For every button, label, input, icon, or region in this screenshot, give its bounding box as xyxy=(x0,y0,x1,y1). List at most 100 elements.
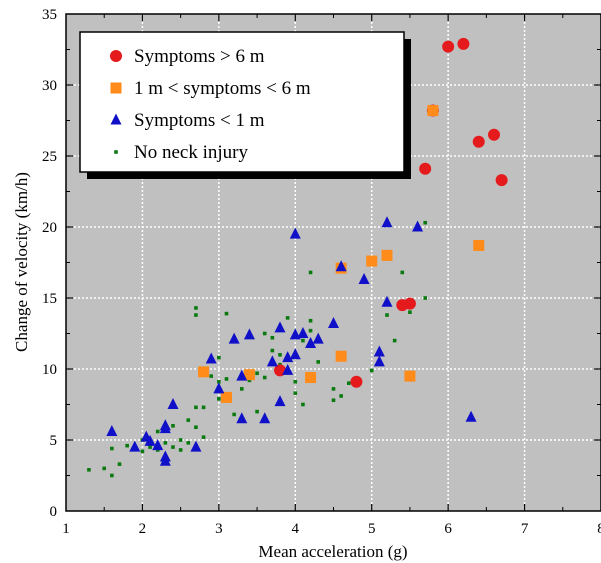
point-symptoms-1to6 xyxy=(381,249,393,261)
point-symptoms-1to6 xyxy=(305,372,317,384)
point-symptoms-lt1 xyxy=(305,336,317,348)
y-tick-label: 15 xyxy=(42,291,57,307)
legend-label-no-injury: No neck injury xyxy=(134,142,248,163)
legend-marker-no-injury xyxy=(114,150,118,154)
point-symptoms-lt1 xyxy=(381,295,393,307)
point-no-injury xyxy=(232,412,236,417)
point-symptoms-1to6 xyxy=(221,391,232,403)
legend-box xyxy=(79,31,405,173)
x-tick-label: 4 xyxy=(292,521,300,537)
plot-frame xyxy=(65,13,601,512)
point-symptoms-gt6 xyxy=(488,128,500,141)
point-symptoms-lt1 xyxy=(297,327,309,338)
point-no-injury xyxy=(385,313,389,317)
point-no-injury xyxy=(247,378,252,383)
point-no-injury xyxy=(400,270,405,275)
legend-label-symptoms-gt6: Symptoms > 6 m xyxy=(134,46,265,67)
point-no-injury xyxy=(346,381,351,385)
point-no-injury xyxy=(308,318,313,323)
point-no-injury xyxy=(278,353,282,357)
point-no-injury xyxy=(87,468,91,472)
point-no-injury xyxy=(171,445,175,449)
point-no-injury xyxy=(194,313,198,317)
point-no-injury xyxy=(423,296,428,300)
point-no-injury xyxy=(217,355,221,360)
point-symptoms-lt1 xyxy=(106,424,118,436)
x-tick-label: 3 xyxy=(215,521,223,537)
point-symptoms-lt1 xyxy=(282,363,294,375)
point-symptoms-1to6 xyxy=(243,369,255,381)
point-no-injury xyxy=(224,311,229,316)
y-tick-labels: 0 5 10 15 20 25 30 35 xyxy=(42,7,57,520)
legend-label-symptoms-1to6: 1 m < symptoms < 6 m xyxy=(134,78,311,99)
point-symptoms-lt1 xyxy=(152,439,164,451)
point-symptoms-1to6 xyxy=(198,366,210,378)
point-symptoms-lt1 xyxy=(289,227,301,239)
point-symptoms-lt1 xyxy=(236,412,248,424)
point-symptoms-lt1 xyxy=(412,220,424,232)
point-symptoms-lt1 xyxy=(328,317,339,329)
point-no-injury xyxy=(339,394,343,398)
point-no-injury xyxy=(392,338,397,343)
point-no-injury xyxy=(194,425,198,430)
point-no-injury xyxy=(178,438,183,442)
point-no-injury xyxy=(209,374,214,378)
legend: Symptoms > 6 m 1 m < symptoms < 6 m Symp… xyxy=(79,31,411,179)
point-symptoms-gt6 xyxy=(457,37,470,50)
legend-marker-symptoms-gt6 xyxy=(110,50,122,62)
x-tick-label: 2 xyxy=(139,521,147,537)
point-no-injury xyxy=(270,348,275,353)
point-symptoms-lt1 xyxy=(373,345,385,357)
point-no-injury xyxy=(408,310,412,314)
y-axis-title: Change of velocity (km/h) xyxy=(12,172,31,352)
point-no-injury xyxy=(316,360,321,364)
point-symptoms-lt1 xyxy=(167,398,179,409)
point-symptoms-lt1 xyxy=(228,332,240,344)
point-symptoms-lt1 xyxy=(259,412,271,424)
x-tick-label: 6 xyxy=(444,521,452,537)
point-no-injury xyxy=(155,429,160,434)
legend-marker-symptoms-1to6 xyxy=(110,82,122,94)
point-no-injury xyxy=(423,220,428,225)
point-no-injury xyxy=(217,397,221,401)
legend-label-symptoms-lt1: Symptoms < 1 m xyxy=(134,110,265,131)
x-axis-title: Mean acceleration (g) xyxy=(258,542,407,561)
legend-marker-symptoms-lt1 xyxy=(110,113,122,125)
point-symptoms-gt6 xyxy=(350,375,363,388)
y-tick-label: 30 xyxy=(42,78,57,94)
point-symptoms-lt1 xyxy=(190,440,202,452)
point-symptoms-lt1 xyxy=(335,260,347,272)
point-no-injury xyxy=(140,449,145,454)
point-no-injury xyxy=(285,316,290,320)
data-points xyxy=(87,37,508,478)
point-symptoms-1to6 xyxy=(427,105,439,117)
point-no-injury xyxy=(110,446,114,451)
y-tick-label: 0 xyxy=(50,504,58,520)
y-tick-label: 10 xyxy=(42,362,57,378)
point-symptoms-1to6 xyxy=(404,370,416,382)
point-no-injury xyxy=(194,405,198,410)
point-symptoms-lt1 xyxy=(358,273,370,285)
point-no-injury xyxy=(224,377,229,381)
point-no-injury xyxy=(186,441,191,445)
point-no-injury xyxy=(125,443,129,448)
point-no-injury xyxy=(201,435,206,439)
point-no-injury xyxy=(201,405,206,410)
point-symptoms-lt1 xyxy=(236,369,248,381)
point-no-injury xyxy=(255,409,259,414)
point-symptoms-lt1 xyxy=(159,454,171,466)
x-tick-labels: 1 2 3 4 5 6 7 8 xyxy=(62,521,601,537)
y-tick-label: 35 xyxy=(42,7,57,23)
legend-markers xyxy=(110,50,122,154)
point-symptoms-lt1 xyxy=(282,351,294,363)
point-no-injury xyxy=(148,445,152,449)
point-no-injury xyxy=(262,331,267,336)
point-symptoms-lt1 xyxy=(159,422,171,434)
point-symptoms-gt6 xyxy=(442,40,455,53)
point-symptoms-lt1 xyxy=(381,216,393,228)
point-symptoms-gt6 xyxy=(403,297,416,310)
point-no-injury xyxy=(293,379,298,384)
point-symptoms-lt1 xyxy=(312,332,324,344)
x-tick-label: 1 xyxy=(62,521,70,537)
